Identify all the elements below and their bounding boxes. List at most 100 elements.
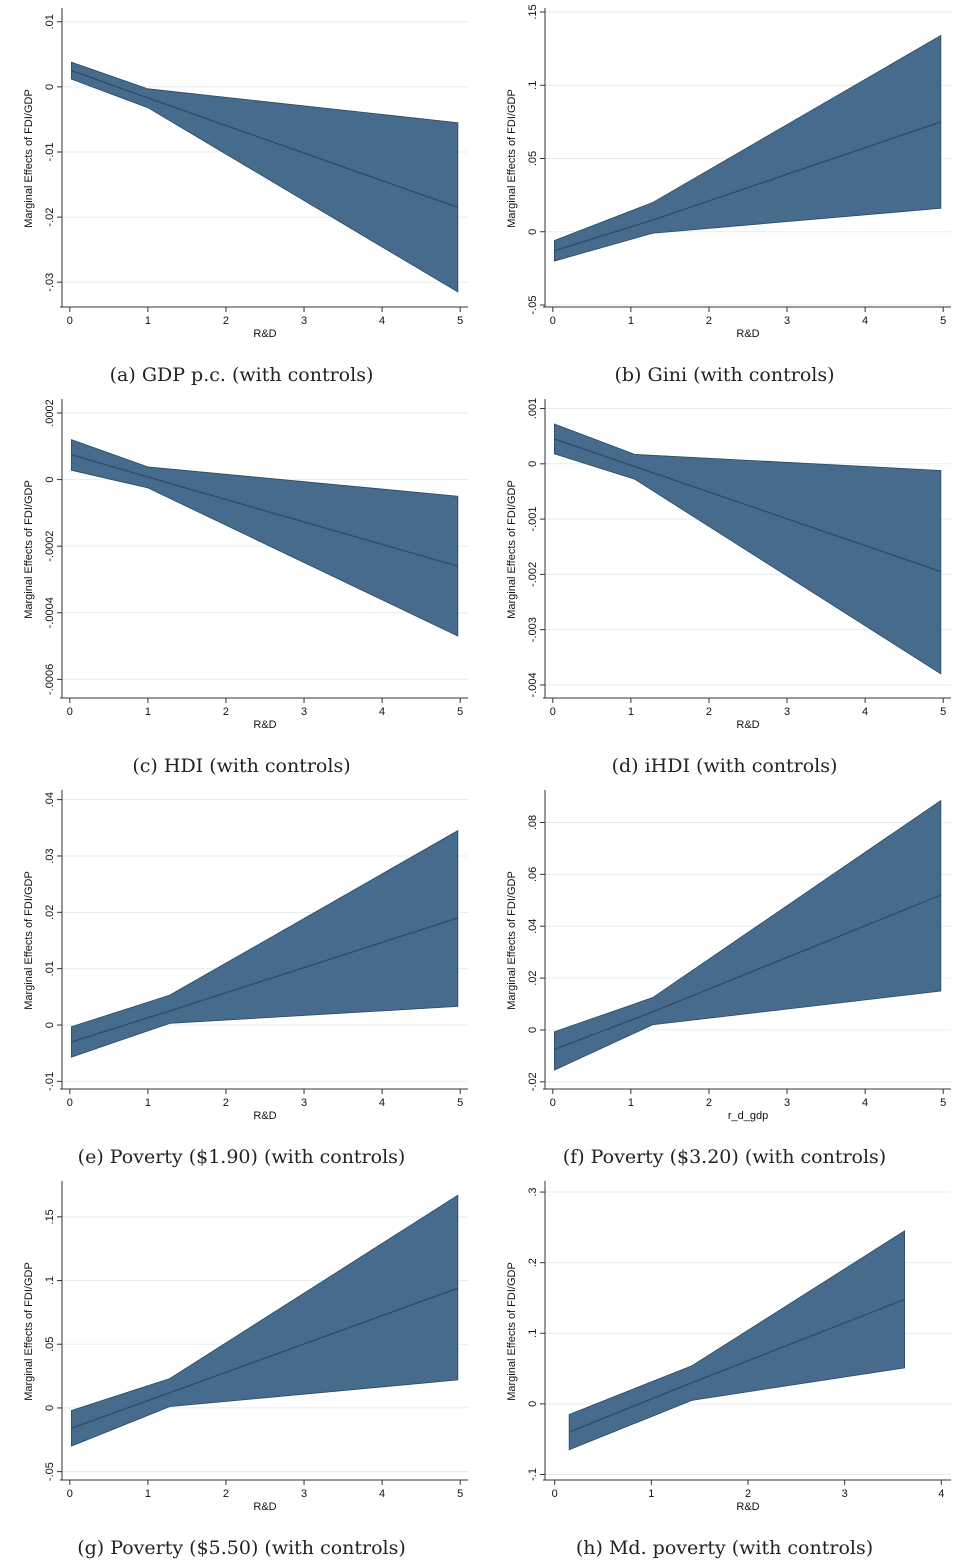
x-tick-label-g-4: 4 <box>379 1488 385 1500</box>
x-axis-title-a: R&D <box>253 328 276 340</box>
panel-e: 0 1 2 3 4 5 -.01 0 .01 .02 .03 .04 R&D Marginal Effec… <box>0 782 483 1173</box>
chart-h: 0 1 2 3 4 -.1 0 .1 .2 .3 R&D Marginal Effects of FD… <box>506 1181 951 1513</box>
x-tick-label-h-3: 3 <box>842 1488 848 1500</box>
estimate-line-e <box>71 917 459 1043</box>
y-tick-label-c-2: -.0002 <box>44 531 56 562</box>
x-tick-label-a-4: 4 <box>379 315 385 327</box>
y-tick-label-d-0: -.004 <box>527 672 539 697</box>
y-tick-label-e-2: .01 <box>44 961 56 976</box>
y-tick-label-d-5: .001 <box>527 398 539 419</box>
y-tick-label-h-0: -.1 <box>527 1468 539 1481</box>
y-tick-label-d-3: -.001 <box>527 507 539 532</box>
confidence-band-e <box>70 829 459 1058</box>
x-tick-label-b-3: 3 <box>784 315 790 327</box>
confidence-band-g <box>70 1194 459 1447</box>
y-tick-label-h-1: 0 <box>527 1401 539 1407</box>
confidence-band-b <box>553 34 942 262</box>
y-tick-label-f-0: -.02 <box>527 1072 539 1091</box>
y-tick-label-f-4: .06 <box>527 867 539 882</box>
x-tick-label-c-2: 2 <box>223 706 229 718</box>
panel-d: 0 1 2 3 4 5 -.004 -.003 -.002 -.001 0 .001 R&D Margin… <box>483 391 966 782</box>
panel-g: 0 1 2 3 4 5 -.05 0 .05 .1 .15 R&D Marginal Effects o… <box>0 1173 483 1564</box>
y-tick-label-d-2: -.002 <box>527 562 539 587</box>
x-tick-label-e-4: 4 <box>379 1097 385 1109</box>
x-tick-label-a-3: 3 <box>301 315 307 327</box>
y-tick-label-e-1: 0 <box>44 1022 56 1028</box>
panel-b: 0 1 2 3 4 5 -.05 0 .05 .1 .15 R&D Marginal Effects o… <box>483 0 966 391</box>
x-tick-label-e-5: 5 <box>457 1097 463 1109</box>
confidence-band-c <box>70 439 459 637</box>
confidence-band-a <box>70 61 459 293</box>
chart-e: 0 1 2 3 4 5 -.01 0 .01 .02 .03 .04 R&D Marginal Effec… <box>23 790 468 1122</box>
panel-f: 0 1 2 3 4 5 -.02 0 .02 .04 .06 .08 r_d_gdp Marginal E… <box>483 782 966 1173</box>
x-tick-label-f-5: 5 <box>940 1097 946 1109</box>
x-tick-label-c-4: 4 <box>379 706 385 718</box>
y-tick-label-e-5: .04 <box>44 792 56 807</box>
caption-c: (c) HDI (with controls) <box>132 755 351 777</box>
x-tick-label-d-1: 1 <box>628 706 634 718</box>
x-tick-label-f-1: 1 <box>628 1097 634 1109</box>
y-axis-title-f: Marginal Effects of FDI/GDP <box>506 871 518 1010</box>
y-tick-label-a-4: .01 <box>44 14 56 29</box>
x-tick-label-c-3: 3 <box>301 706 307 718</box>
y-tick-label-b-2: .05 <box>527 151 539 166</box>
estimate-line-b <box>554 121 942 252</box>
x-tick-label-b-2: 2 <box>706 315 712 327</box>
x-tick-label-d-2: 2 <box>706 706 712 718</box>
y-tick-label-b-4: .15 <box>527 4 539 19</box>
x-tick-label-f-4: 4 <box>862 1097 868 1109</box>
estimate-line-h <box>568 1298 905 1433</box>
estimate-line-d <box>554 438 942 573</box>
y-tick-label-g-4: .15 <box>44 1209 56 1224</box>
caption-e: (e) Poverty ($1.90) (with controls) <box>77 1146 406 1168</box>
chart-d: 0 1 2 3 4 5 -.004 -.003 -.002 -.001 0 .001 R&D Margin… <box>506 398 951 731</box>
y-axis-title-d: Marginal Effects of FDI/GDP <box>506 480 518 619</box>
y-tick-label-e-0: -.01 <box>44 1072 56 1091</box>
caption-d: (d) iHDI (with controls) <box>611 755 838 777</box>
x-tick-label-a-2: 2 <box>223 315 229 327</box>
y-tick-label-d-1: -.003 <box>527 617 539 642</box>
x-tick-label-e-3: 3 <box>301 1097 307 1109</box>
chart-g: 0 1 2 3 4 5 -.05 0 .05 .1 .15 R&D Marginal Effects o… <box>23 1181 468 1513</box>
y-tick-label-c-1: -.0004 <box>44 597 56 628</box>
x-tick-label-d-4: 4 <box>862 706 868 718</box>
y-tick-label-c-4: .0002 <box>44 399 56 427</box>
y-tick-label-a-3: 0 <box>44 84 56 90</box>
y-tick-label-f-1: 0 <box>527 1027 539 1033</box>
y-tick-label-g-0: -.05 <box>44 1462 56 1481</box>
panel-c: 0 1 2 3 4 5 -.0006 -.0004 -.0002 0 .0002 R&D Margina… <box>0 391 483 782</box>
x-axis-title-f: r_d_gdp <box>728 1110 768 1122</box>
x-tick-label-a-5: 5 <box>457 315 463 327</box>
x-tick-label-f-3: 3 <box>784 1097 790 1109</box>
y-tick-label-b-3: .1 <box>527 81 539 90</box>
x-tick-label-c-5: 5 <box>457 706 463 718</box>
estimate-line-a <box>71 70 459 208</box>
caption-g: (g) Poverty ($5.50) (with controls) <box>77 1537 406 1559</box>
x-tick-label-g-3: 3 <box>301 1488 307 1500</box>
x-tick-label-b-1: 1 <box>628 315 634 327</box>
x-tick-label-b-0: 0 <box>550 315 556 327</box>
y-tick-label-d-4: 0 <box>527 461 539 467</box>
x-tick-label-f-0: 0 <box>550 1097 556 1109</box>
x-axis-title-h: R&D <box>736 1501 759 1513</box>
y-tick-label-f-3: .04 <box>527 919 539 934</box>
x-tick-label-d-0: 0 <box>550 706 556 718</box>
y-axis-title-h: Marginal Effects of FDI/GDP <box>506 1262 518 1401</box>
y-tick-label-h-4: .3 <box>527 1187 539 1196</box>
y-axis-title-c: Marginal Effects of FDI/GDP <box>23 480 35 619</box>
chart-c: 0 1 2 3 4 5 -.0006 -.0004 -.0002 0 .0002 R&D Margina… <box>23 399 468 731</box>
confidence-band-h <box>568 1230 906 1451</box>
y-tick-label-f-5: .08 <box>527 815 539 830</box>
y-tick-label-a-2: -.01 <box>44 143 56 162</box>
x-tick-label-b-5: 5 <box>940 315 946 327</box>
panel-a: 0 1 2 3 4 5 -.03 -.02 -.01 0 .01 R&D Marginal Effect… <box>0 0 483 391</box>
caption-b: (b) Gini (with controls) <box>614 364 835 386</box>
x-axis-title-b: R&D <box>736 328 759 340</box>
x-tick-label-d-3: 3 <box>784 706 790 718</box>
x-tick-label-g-1: 1 <box>145 1488 151 1500</box>
x-tick-label-e-1: 1 <box>145 1097 151 1109</box>
x-tick-label-d-5: 5 <box>940 706 946 718</box>
y-tick-label-g-3: .1 <box>44 1276 56 1285</box>
x-tick-label-e-2: 2 <box>223 1097 229 1109</box>
estimate-line-f <box>554 894 942 1050</box>
